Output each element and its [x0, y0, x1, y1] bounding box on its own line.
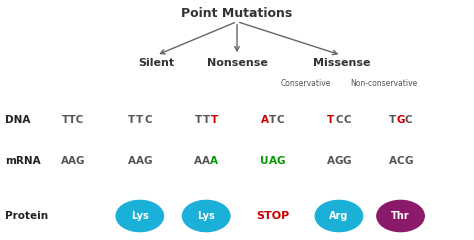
Text: Lys: Lys	[197, 211, 215, 221]
Text: C: C	[405, 115, 412, 125]
Text: Point Mutations: Point Mutations	[182, 7, 292, 20]
Text: G: G	[404, 156, 413, 166]
Text: Protein: Protein	[5, 211, 48, 221]
Text: U: U	[260, 156, 269, 166]
Text: A: A	[194, 156, 202, 166]
Text: T: T	[327, 115, 335, 125]
Text: A: A	[269, 156, 276, 166]
Text: Silent: Silent	[138, 58, 174, 68]
Text: C: C	[277, 115, 284, 125]
Text: G: G	[343, 156, 351, 166]
Text: DNA: DNA	[5, 115, 30, 125]
Text: T: T	[128, 115, 136, 125]
Text: G: G	[144, 156, 152, 166]
Text: Lys: Lys	[131, 211, 149, 221]
Text: C: C	[335, 115, 343, 125]
Text: A: A	[202, 156, 210, 166]
Ellipse shape	[377, 200, 424, 232]
Text: Thr: Thr	[391, 211, 410, 221]
Text: Missense: Missense	[312, 58, 370, 68]
Text: C: C	[343, 115, 351, 125]
Text: Arg: Arg	[329, 211, 348, 221]
Text: A: A	[261, 115, 268, 125]
Text: T: T	[194, 115, 202, 125]
Text: G: G	[335, 156, 343, 166]
Ellipse shape	[116, 200, 164, 232]
Text: mRNA: mRNA	[5, 156, 40, 166]
Text: G: G	[276, 156, 285, 166]
Text: Non-conservative: Non-conservative	[350, 79, 418, 88]
Text: C: C	[144, 115, 152, 125]
Text: STOP: STOP	[256, 211, 289, 221]
Text: T: T	[269, 115, 276, 125]
Text: Nonsense: Nonsense	[207, 58, 267, 68]
Text: Conservative: Conservative	[281, 79, 331, 88]
Text: T: T	[202, 115, 210, 125]
Text: AAG: AAG	[61, 156, 86, 166]
Text: T: T	[389, 115, 396, 125]
Text: G: G	[396, 115, 405, 125]
Text: T: T	[210, 115, 218, 125]
Text: A: A	[128, 156, 136, 166]
Text: A: A	[136, 156, 144, 166]
Text: A: A	[327, 156, 335, 166]
Text: T: T	[136, 115, 144, 125]
Text: C: C	[397, 156, 404, 166]
Text: A: A	[389, 156, 396, 166]
Text: TTC: TTC	[62, 115, 85, 125]
Text: A: A	[210, 156, 218, 166]
Ellipse shape	[182, 200, 230, 232]
Ellipse shape	[315, 200, 363, 232]
